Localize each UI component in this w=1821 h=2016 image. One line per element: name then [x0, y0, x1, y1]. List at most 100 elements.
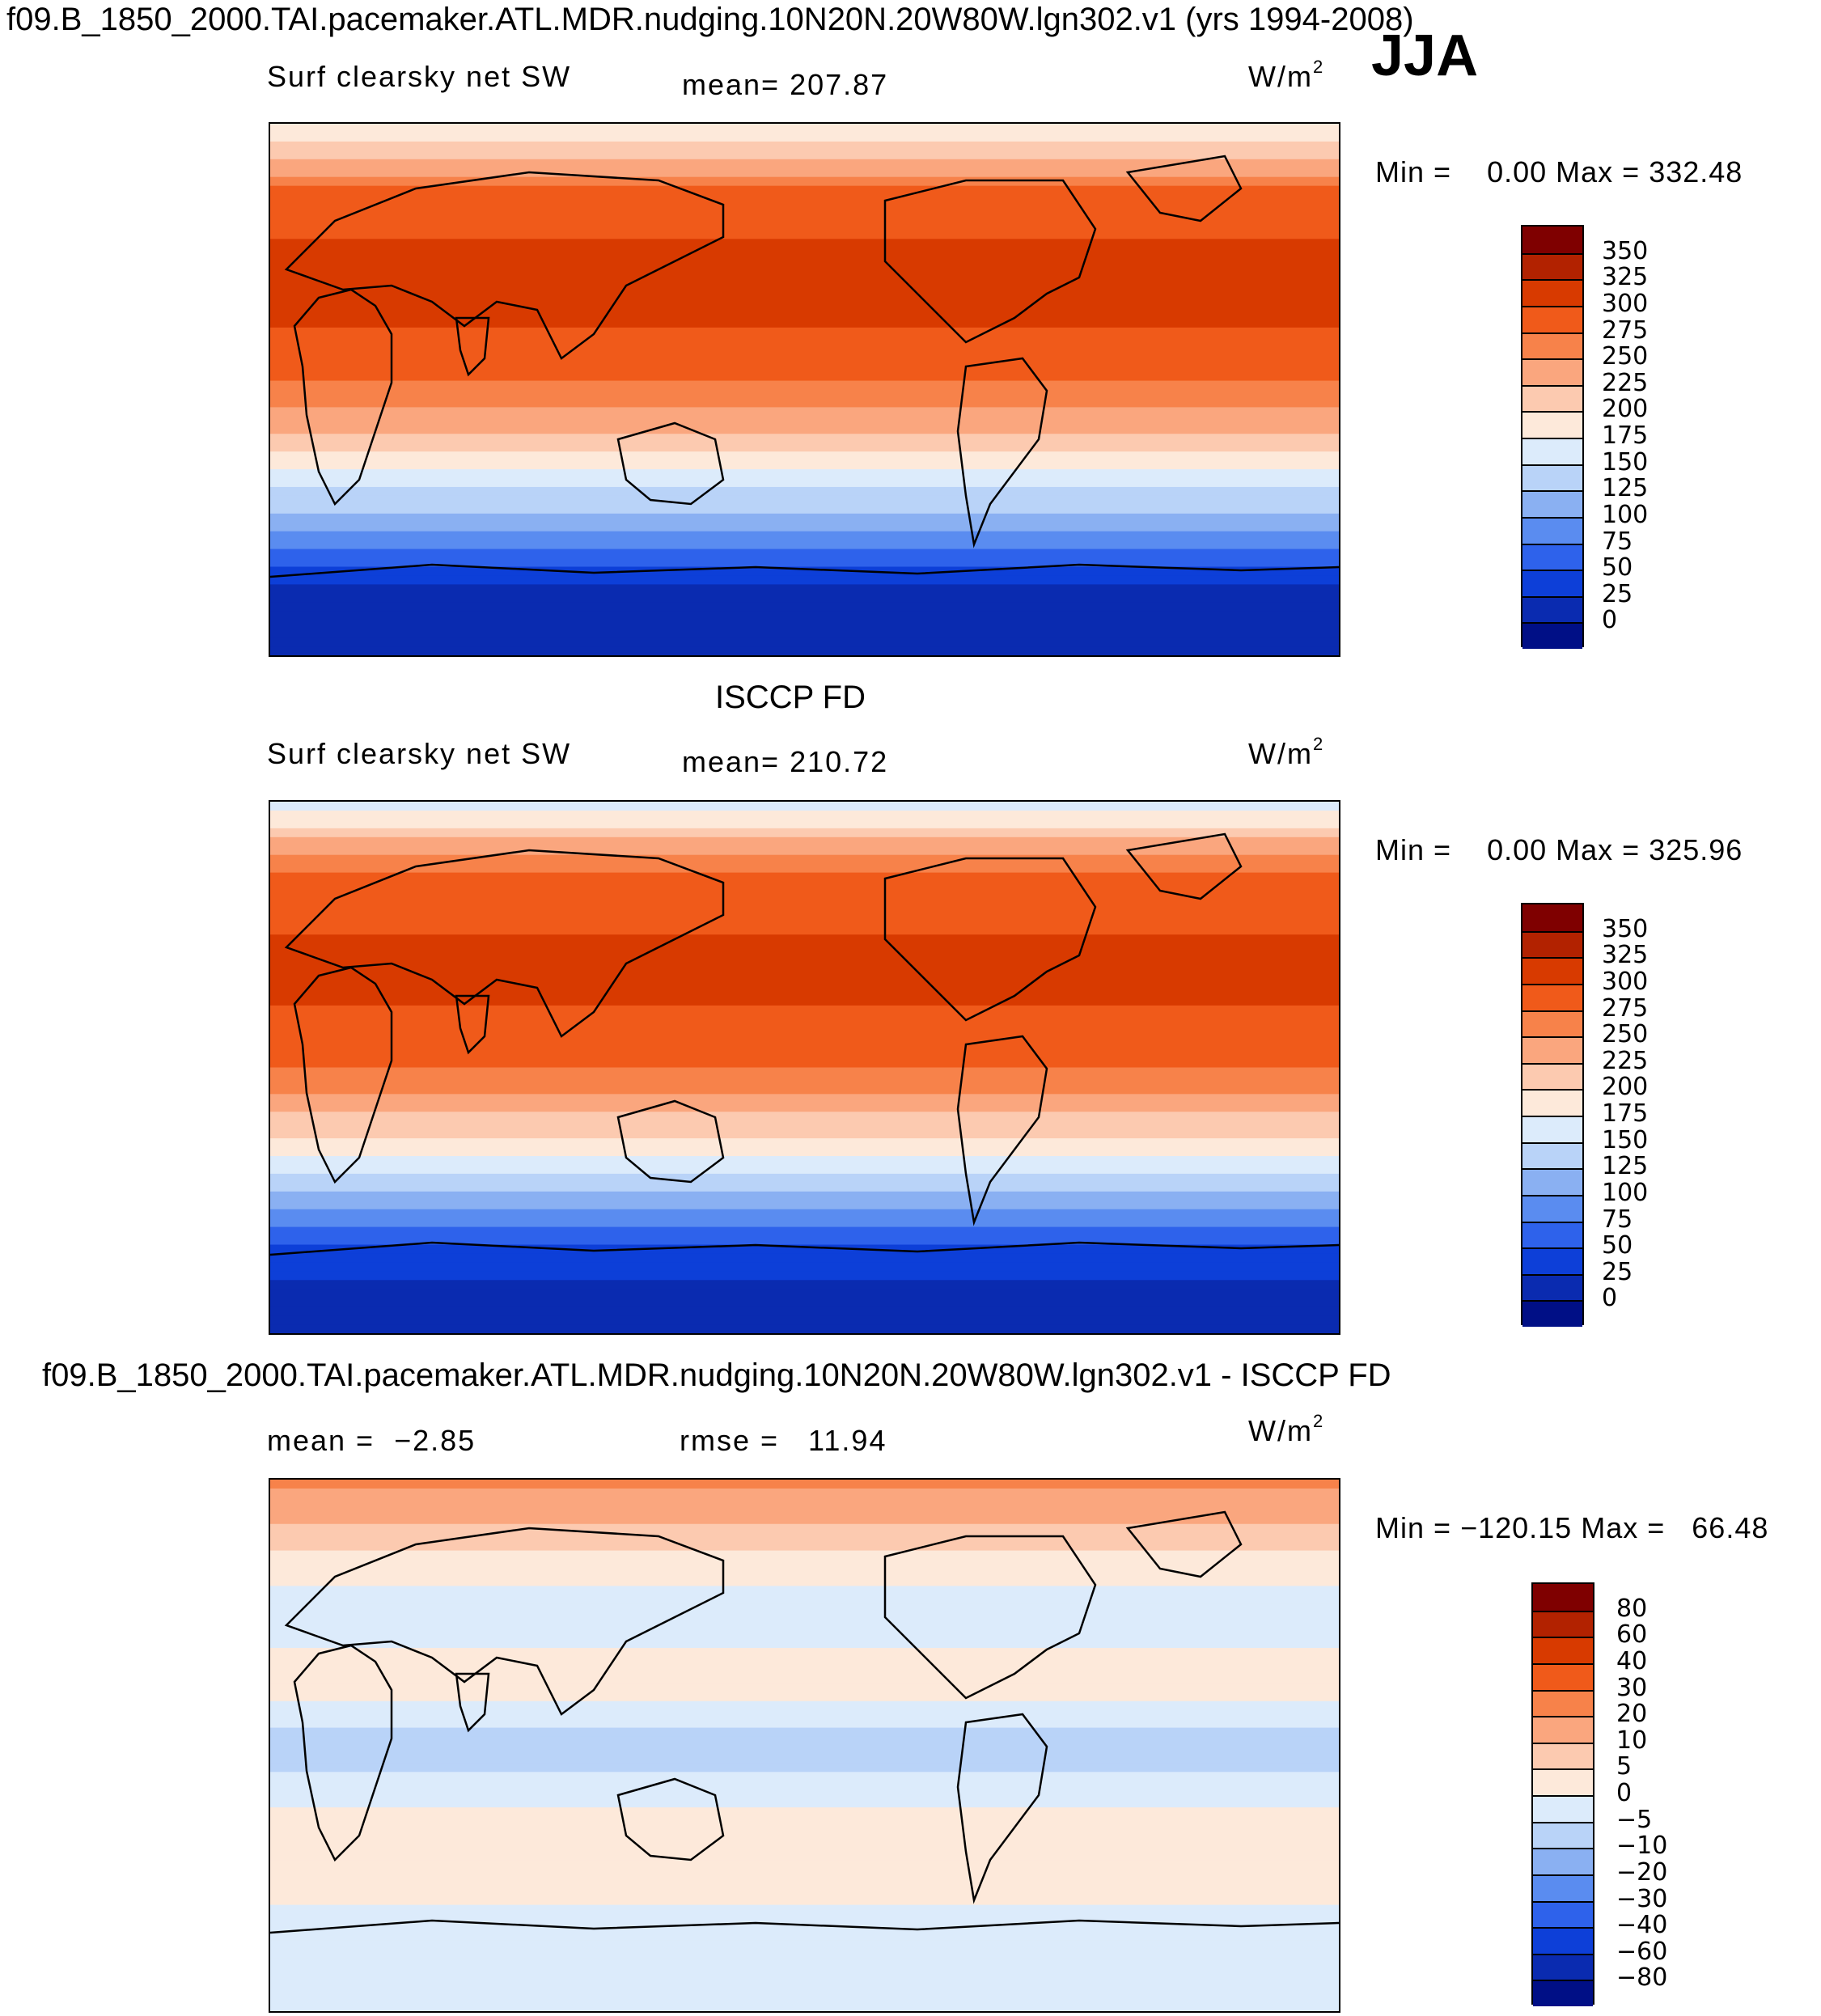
zonal-band [270, 434, 1339, 444]
zonal-band [270, 354, 1339, 364]
zonal-band [270, 1798, 1339, 1809]
panel2-map [269, 800, 1340, 1335]
colorbar-tick-label: 350 [1602, 914, 1649, 943]
zonal-band [270, 389, 1339, 400]
zonal-band [270, 531, 1339, 541]
zonal-band [270, 802, 1339, 811]
continent-outline [1125, 155, 1243, 222]
zonal-band [270, 1067, 1339, 1078]
continent-outline [883, 179, 1097, 344]
panel1-variable-title: Surf clearsky net SW [267, 60, 572, 93]
zonal-band [270, 1940, 1339, 1950]
zonal-band [270, 1586, 1339, 1596]
zonal-band [270, 230, 1339, 240]
continent-outline [455, 1672, 490, 1733]
colorbar-tick-label: 275 [1602, 316, 1649, 345]
colorbar-tick-label: 75 [1602, 1205, 1633, 1234]
continent-outline [270, 1919, 1339, 1934]
colorbar-segment [1522, 1116, 1582, 1142]
zonal-band [270, 1253, 1339, 1264]
zonal-band [270, 1324, 1339, 1333]
continent-outline [616, 1777, 725, 1861]
colorbar-tick-label: 300 [1602, 967, 1649, 996]
colorbar-tick-label: 0 [1602, 1284, 1618, 1313]
zonal-band [270, 1842, 1339, 1853]
colorbar-segment [1522, 252, 1582, 280]
zonal-band [270, 836, 1339, 847]
continent-outline [284, 171, 725, 360]
colorbar-tick-label: 125 [1602, 1152, 1649, 1181]
season-label: JJA [1371, 23, 1479, 88]
colorbar-tick-label: −60 [1616, 1937, 1668, 1966]
zonal-band [270, 845, 1339, 856]
colorbar-tick-label: 275 [1602, 993, 1649, 1023]
panel2-colorbar [1521, 903, 1584, 1327]
continent-outline [455, 994, 490, 1055]
colorbar-tick-label: 10 [1616, 1726, 1648, 1755]
zonal-band [270, 1191, 1339, 1201]
panel3-map-svg [270, 1480, 1339, 2011]
colorbar-tick-label: 325 [1602, 263, 1649, 292]
panel1-units: W/m2 [1248, 57, 1325, 93]
zonal-band [270, 212, 1339, 222]
continent-outline [1125, 832, 1243, 900]
zonal-band [270, 185, 1339, 196]
zonal-band [270, 318, 1339, 328]
colorbar-tick-label: 250 [1602, 342, 1649, 371]
zonal-band [270, 584, 1339, 595]
colorbar-segment [1522, 358, 1582, 385]
continent-outline [883, 857, 1097, 1022]
zonal-band [270, 548, 1339, 559]
zonal-band [270, 1577, 1339, 1587]
zonal-band [270, 1993, 1339, 2004]
continent-outline [956, 357, 1048, 548]
zonal-band [270, 495, 1339, 506]
zonal-band [270, 1763, 1339, 1773]
zonal-band [270, 1789, 1339, 1800]
zonal-band [270, 1112, 1339, 1122]
zonal-band [270, 1913, 1339, 1924]
panel2-units: W/m2 [1248, 734, 1325, 770]
zonal-band [270, 1949, 1339, 1959]
colorbar-segment [1522, 438, 1582, 464]
colorbar-segment [1522, 1221, 1582, 1248]
zonal-band [270, 970, 1339, 980]
zonal-band [270, 1156, 1339, 1166]
zonal-band [270, 124, 1339, 133]
colorbar-tick-label: 60 [1616, 1620, 1648, 1650]
colorbar-segment [1522, 516, 1582, 544]
zonal-band [270, 890, 1339, 900]
zonal-band [270, 309, 1339, 320]
colorbar-tick-label: 100 [1602, 500, 1649, 529]
panel1-minmax: Min = 0.00 Max = 332.48 [1375, 155, 1743, 188]
continent-outline [284, 1527, 725, 1716]
zonal-band [270, 917, 1339, 927]
zonal-band [270, 1182, 1339, 1192]
colorbar-segment [1533, 1848, 1593, 1874]
zonal-band [270, 1506, 1339, 1516]
zonal-band [270, 828, 1339, 838]
zonal-band [270, 934, 1339, 945]
zonal-band [270, 407, 1339, 417]
zonal-band [270, 336, 1339, 346]
colorbar-segment [1522, 305, 1582, 332]
panel2-minmax: Min = 0.00 Max = 325.96 [1375, 833, 1743, 866]
zonal-band [270, 996, 1339, 1006]
zonal-band [270, 1718, 1339, 1729]
colorbar-segment [1533, 1637, 1593, 1663]
zonal-band [270, 194, 1339, 205]
zonal-band [270, 1745, 1339, 1756]
colorbar-tick-label: 175 [1602, 1099, 1649, 1128]
colorbar-segment [1522, 1194, 1582, 1222]
zonal-band [270, 1094, 1339, 1104]
zonal-band [270, 292, 1339, 302]
zonal-band [270, 961, 1339, 972]
zonal-band [270, 1595, 1339, 1605]
panel2-map-svg [270, 802, 1339, 1333]
zonal-band [270, 1958, 1339, 1968]
colorbar-tick-label: 5 [1616, 1752, 1633, 1781]
colorbar-tick-label: 300 [1602, 289, 1649, 318]
zonal-band [270, 1147, 1339, 1157]
zonal-band [270, 1922, 1339, 1933]
panel3-units: W/m2 [1248, 1411, 1325, 1447]
